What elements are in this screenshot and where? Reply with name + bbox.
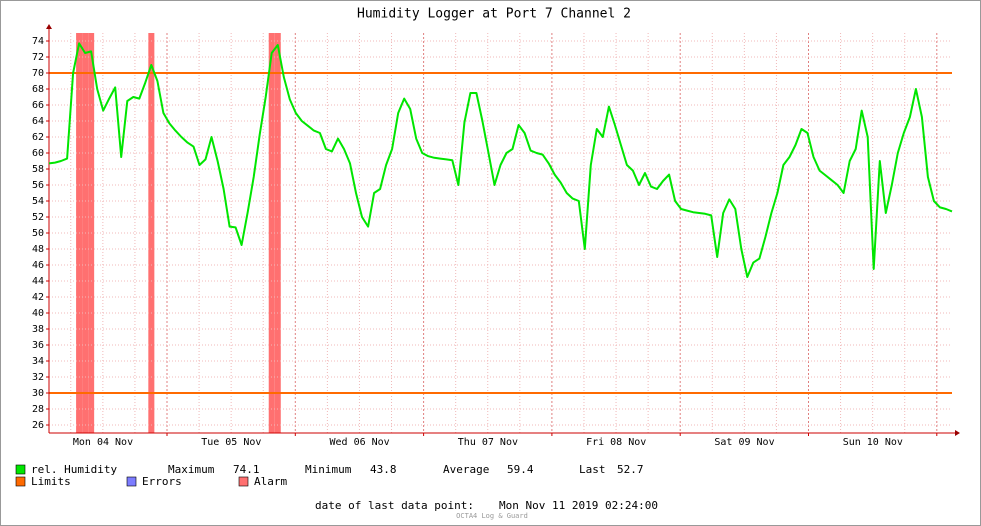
y-tick-label: 36 <box>32 340 44 351</box>
stat-label: Average <box>443 463 489 476</box>
legend-label: Alarm <box>254 475 287 488</box>
y-tick-label: 26 <box>32 420 44 431</box>
x-tick-label: Sat 09 Nov <box>714 437 774 448</box>
y-tick-label: 62 <box>32 132 44 143</box>
y-tick-label: 60 <box>32 148 44 159</box>
y-tick-label: 38 <box>32 324 44 335</box>
x-tick-label: Wed 06 Nov <box>329 437 389 448</box>
stat-label: Minimum <box>305 463 352 476</box>
y-tick-label: 44 <box>32 276 44 287</box>
stat-value: 59.4 <box>507 463 534 476</box>
stat-label: Maximum <box>168 463 215 476</box>
y-tick-label: 66 <box>32 100 44 111</box>
y-tick-label: 42 <box>32 292 44 303</box>
stat-label: Last <box>579 463 606 476</box>
footer-value: Mon Nov 11 2019 02:24:00 <box>499 499 658 512</box>
chart-title: Humidity Logger at Port 7 Channel 2 <box>357 7 631 22</box>
y-tick-label: 48 <box>32 244 44 255</box>
y-tick-label: 50 <box>32 228 44 239</box>
stat-value: 52.7 <box>617 463 644 476</box>
y-tick-label: 32 <box>32 372 44 383</box>
watermark: OCTA4 Log & Guard <box>456 512 528 520</box>
y-tick-label: 46 <box>32 260 44 271</box>
y-tick-label: 28 <box>32 404 44 415</box>
legend-swatch <box>126 476 137 487</box>
y-tick-label: 70 <box>32 68 44 79</box>
legend-label: Limits <box>31 475 71 488</box>
legend-swatch <box>15 476 26 487</box>
y-axis-arrow <box>46 24 52 29</box>
y-tick-label: 68 <box>32 84 44 95</box>
y-tick-label: 56 <box>32 180 44 191</box>
stat-value: 74.1 <box>233 463 260 476</box>
y-tick-label: 58 <box>32 164 44 175</box>
data-line <box>48 42 953 278</box>
y-tick-label: 52 <box>32 212 44 223</box>
y-tick-label: 54 <box>32 196 44 207</box>
y-tick-label: 74 <box>32 36 44 47</box>
y-tick-label: 30 <box>32 388 44 399</box>
x-tick-label: Tue 05 Nov <box>201 437 261 448</box>
footer-label: date of last data point: <box>315 499 474 512</box>
y-tick-label: 72 <box>32 52 44 63</box>
y-tick-label: 34 <box>32 356 44 367</box>
legend-swatch <box>15 464 26 475</box>
stat-value: 43.8 <box>370 463 397 476</box>
x-tick-label: Mon 04 Nov <box>73 437 133 448</box>
x-tick-label: Fri 08 Nov <box>586 437 646 448</box>
x-tick-label: Sun 10 Nov <box>843 437 903 448</box>
y-tick-label: 64 <box>32 116 44 127</box>
legend-swatch <box>238 476 249 487</box>
y-tick-label: 40 <box>32 308 44 319</box>
x-axis-arrow <box>955 430 960 436</box>
legend-label: Errors <box>142 475 182 488</box>
legend-label: rel. Humidity <box>31 463 117 476</box>
x-tick-label: Thu 07 Nov <box>458 437 518 448</box>
